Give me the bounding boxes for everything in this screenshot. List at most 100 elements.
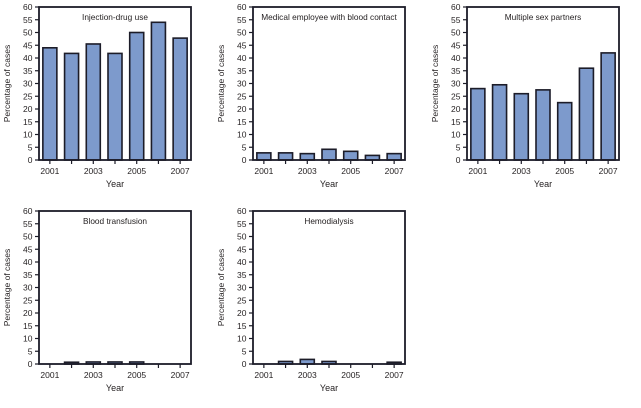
y-tick-label: 35 <box>23 270 33 280</box>
y-tick-label: 50 <box>451 28 461 38</box>
bar-2005 <box>556 101 573 161</box>
bar-2004 <box>107 52 123 161</box>
y-tick-label: 55 <box>23 219 33 229</box>
x-tick-label: 2005 <box>341 370 360 380</box>
y-axis-label: Percentage of cases <box>2 45 12 123</box>
y-tick-label: 0 <box>456 155 461 165</box>
chart-title: Injection-drug use <box>82 12 148 22</box>
chart-canvas: 0 5 10 15 20 25 30 35 40 45 50 55 60 2001 2003 2005 2007… <box>216 2 406 189</box>
x-tick-label: 2005 <box>127 370 146 380</box>
y-tick-label: 25 <box>23 295 33 305</box>
x-tick-label: 2001 <box>40 370 59 380</box>
y-tick-label: 40 <box>23 257 33 267</box>
y-tick-label: 60 <box>237 2 247 12</box>
plot-frame <box>38 210 192 365</box>
y-tick-label: 25 <box>451 91 461 101</box>
chart-blood-transfusion: 0 5 10 15 20 25 30 35 40 45 50 55 60 2001 2003 2005 2007… <box>0 204 214 408</box>
y-tick-label: 45 <box>237 244 247 254</box>
x-tick-label: 2001 <box>468 166 487 176</box>
y-tick-label: 60 <box>237 206 247 216</box>
bar-2001 <box>42 46 58 161</box>
y-tick-label: 5 <box>28 346 33 356</box>
y-tick-label: 5 <box>28 142 33 152</box>
y-tick-label: 25 <box>237 295 247 305</box>
y-tick-label: 30 <box>237 79 247 89</box>
y-tick-label: 15 <box>23 321 33 331</box>
x-tick-label: 2007 <box>385 370 404 380</box>
y-tick-label: 15 <box>237 321 247 331</box>
bar-2001 <box>256 152 272 161</box>
chart-injection-drug-use: 0 5 10 15 20 25 30 35 40 45 50 55 60 2001 2003 2005 2007… <box>0 0 214 204</box>
chart-title: Hemodialysis <box>304 216 353 226</box>
chart-multiple-sex-partners: 0 5 10 15 20 25 30 35 40 45 50 55 60 2001 2003 2005 2007… <box>428 0 641 204</box>
y-tick-label: 10 <box>237 130 247 140</box>
x-axis-label: Year <box>106 179 124 189</box>
y-tick-label: 35 <box>23 66 33 76</box>
y-tick-label: 45 <box>451 40 461 50</box>
x-tick-label: 2007 <box>599 166 618 176</box>
chart-canvas: 0 5 10 15 20 25 30 35 40 45 50 55 60 2001 2003 2005 2007… <box>216 206 406 393</box>
bar-2005 <box>342 150 359 161</box>
y-tick-label: 10 <box>23 334 33 344</box>
y-axis-label: Percentage of cases <box>216 249 226 327</box>
y-tick-label: 20 <box>237 104 247 114</box>
y-tick-label: 30 <box>23 79 33 89</box>
plot-frame <box>252 210 406 365</box>
y-tick-label: 10 <box>23 130 33 140</box>
y-tick-label: 15 <box>451 117 461 127</box>
bar-2003 <box>299 152 316 161</box>
y-tick-label: 40 <box>237 257 247 267</box>
chart-canvas: 0 5 10 15 20 25 30 35 40 45 50 55 60 2001 2003 2005 2007… <box>2 206 192 393</box>
bar-2006 <box>578 67 595 161</box>
bar-2007 <box>386 152 402 161</box>
bar-2006 <box>150 21 167 161</box>
chart-title: Multiple sex partners <box>505 12 582 22</box>
bar-2002 <box>491 83 508 161</box>
chart-canvas: 0 5 10 15 20 25 30 35 40 45 50 55 60 2001 2003 2005 2007… <box>2 2 192 189</box>
y-tick-label: 20 <box>237 308 247 318</box>
x-tick-label: 2007 <box>385 166 404 176</box>
bar-2007 <box>172 37 188 161</box>
x-tick-label: 2001 <box>254 166 273 176</box>
y-axis-label: Percentage of cases <box>430 45 440 123</box>
chart-medical-employee-with-blood-contact: 0 5 10 15 20 25 30 35 40 45 50 55 60 2001 2003 2005 2007… <box>214 0 428 204</box>
y-tick-label: 10 <box>451 130 461 140</box>
bar-2003 <box>85 43 102 161</box>
y-tick-label: 45 <box>23 40 33 50</box>
chart-title: Medical employee with blood contact <box>261 12 397 22</box>
x-axis-label: Year <box>320 383 338 393</box>
y-tick-label: 15 <box>23 117 33 127</box>
x-tick-label: 2005 <box>341 166 360 176</box>
x-tick-label: 2003 <box>512 166 531 176</box>
plot-frame <box>252 6 406 161</box>
bar-2007 <box>600 52 616 161</box>
x-tick-label: 2003 <box>298 370 317 380</box>
y-tick-label: 45 <box>237 40 247 50</box>
bar-2004 <box>321 148 337 161</box>
y-tick-label: 20 <box>23 308 33 318</box>
y-tick-label: 25 <box>237 91 247 101</box>
x-tick-label: 2005 <box>127 166 146 176</box>
y-tick-label: 60 <box>451 2 461 12</box>
x-tick-label: 2003 <box>298 166 317 176</box>
y-tick-label: 35 <box>451 66 461 76</box>
bar-2003 <box>513 92 530 161</box>
x-tick-label: 2001 <box>254 370 273 380</box>
x-tick-label: 2005 <box>555 166 574 176</box>
y-tick-label: 0 <box>28 359 33 369</box>
y-tick-label: 50 <box>23 28 33 38</box>
y-tick-label: 55 <box>237 15 247 25</box>
y-tick-label: 20 <box>23 104 33 114</box>
y-tick-label: 5 <box>242 142 247 152</box>
y-tick-label: 25 <box>23 91 33 101</box>
y-tick-label: 5 <box>242 346 247 356</box>
bar-2005 <box>128 31 145 161</box>
y-tick-label: 40 <box>237 53 247 63</box>
y-tick-label: 55 <box>237 219 247 229</box>
chart-hemodialysis: 0 5 10 15 20 25 30 35 40 45 50 55 60 2001 2003 2005 2007… <box>214 204 428 408</box>
y-tick-label: 45 <box>23 244 33 254</box>
y-tick-label: 30 <box>451 79 461 89</box>
y-tick-label: 35 <box>237 270 247 280</box>
y-tick-label: 40 <box>23 53 33 63</box>
